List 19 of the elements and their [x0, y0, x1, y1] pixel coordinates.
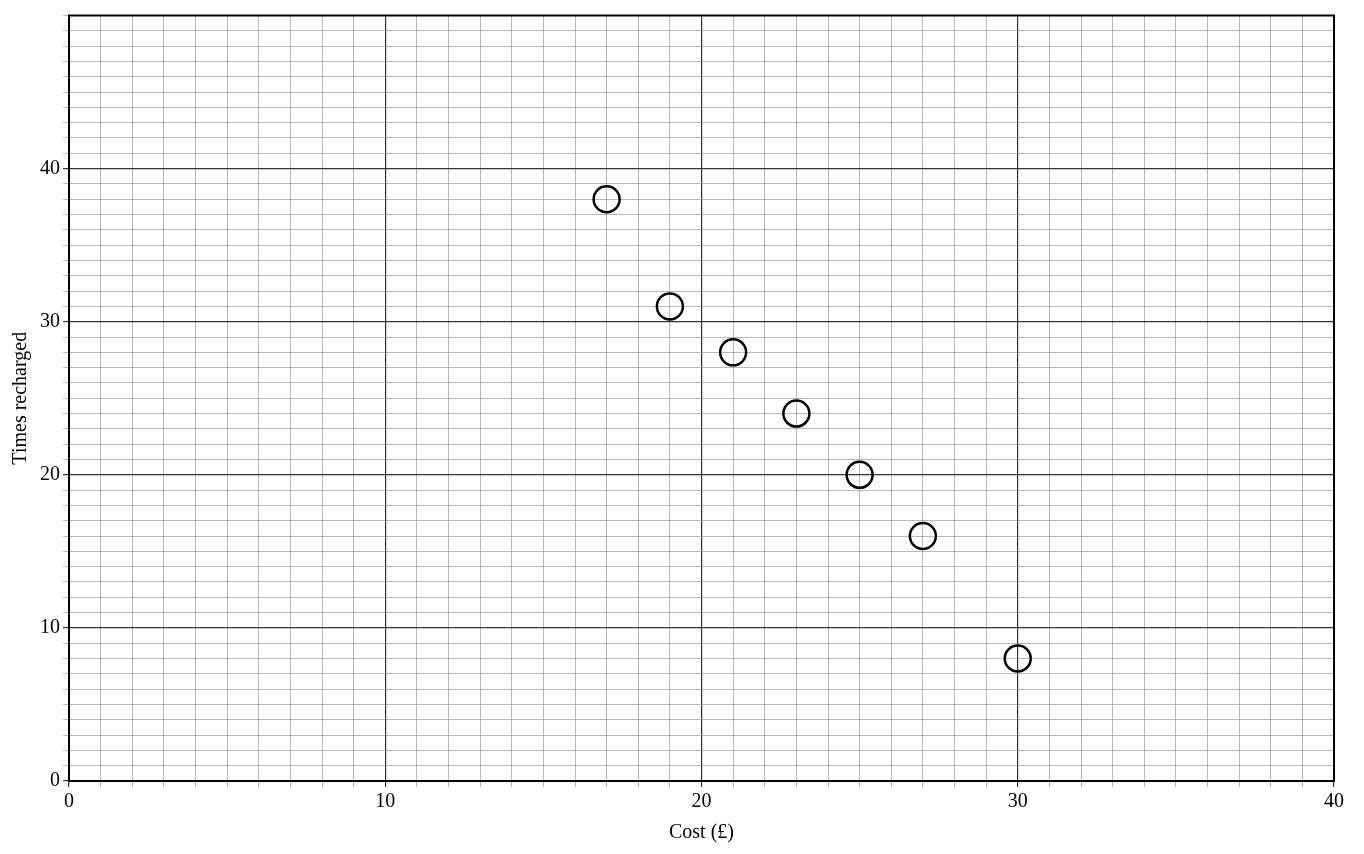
x-tick-label: 0 [64, 789, 74, 812]
point [655, 292, 685, 321]
point [845, 460, 874, 490]
point [1003, 644, 1032, 673]
x-tick-label: 10 [375, 789, 396, 812]
point [782, 399, 811, 428]
x-tick-label: 40 [1324, 789, 1344, 812]
y-tick-label: 40 [40, 155, 60, 178]
y-tick-label: 10 [40, 615, 60, 638]
y-axis-title: Times recharged [8, 331, 32, 465]
x-tick-label: 30 [1007, 789, 1028, 812]
x-tick-label: 20 [691, 789, 712, 812]
point [908, 521, 938, 551]
y-tick-label: 30 [40, 308, 60, 331]
y-tick-label: 20 [40, 462, 60, 485]
point [718, 338, 748, 367]
point [592, 184, 621, 214]
y-tick-label: 0 [50, 768, 60, 791]
x-axis-title: Cost (£) [669, 820, 734, 844]
